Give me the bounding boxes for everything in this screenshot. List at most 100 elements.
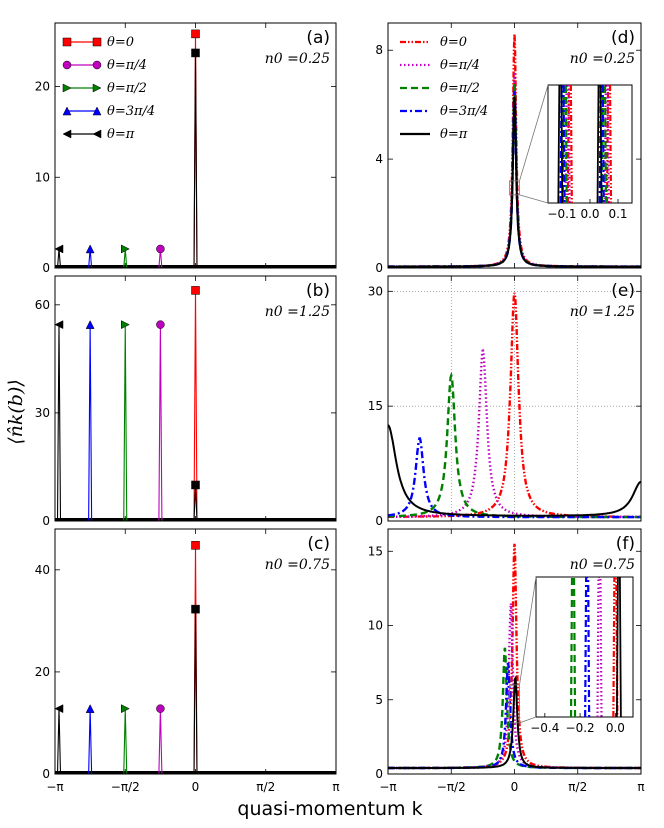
inset-curve-2 [561,85,568,203]
series-line-2 [123,708,128,774]
inset-x-tick-label: −0.4 [530,721,559,735]
inset-curve-3 [584,577,591,717]
legend-marker [92,83,102,93]
y-tick-label: 15 [368,399,383,413]
panel-label: (a) [306,28,330,48]
zoom-connector [519,194,549,204]
inset-x-tick-label: −0.1 [547,207,576,221]
legend-marker [92,37,102,47]
legend-marker [62,83,72,93]
inset-curve-4 [557,85,564,203]
legend-entry: θ=π/4 [107,58,147,73]
series-marker-2 [121,704,130,714]
inset-curve-4 [596,85,603,203]
x-tick-label: 0 [511,780,519,794]
series-marker-1 [156,244,165,254]
x-axis-label: quasi-momentum k [237,798,422,820]
legend-marker [92,60,102,70]
series-marker-2 [121,244,130,254]
series-line-secondary [193,52,198,268]
x-tick-label: π/2 [256,780,275,794]
legend-entry: θ=0 [440,35,467,50]
legend: θ=0 θ=π/4 θ=π/2 θ=3π/4 θ=π [400,35,488,142]
series-marker-0 [191,286,200,295]
series-marker-3 [85,704,95,713]
zoom-connector [519,84,549,182]
panel-label: (b) [306,281,330,301]
x-tick-label: π/2 [568,780,587,794]
legend-entry: θ=0 [107,35,134,50]
series-line-4 [56,324,62,521]
series-marker-2 [121,320,130,330]
y-tick-label: 20 [35,80,50,94]
y-tick-label: 0 [42,261,50,275]
plot-area-c [55,541,336,774]
series-curve-4 [388,96,641,268]
panel-f: −π −π/2 0 π/2 π 0 5 10 15 (f) n0 =0.75 −0.4 −0.2 0.0 [368,528,645,794]
legend-marker [62,60,72,70]
panel-c: −π −π/2 0 π/2 π 0 20 40 (c) n0 =0.75 [35,528,340,794]
inset-f: −0.4 −0.2 0.0 [530,576,634,735]
x-tick-label: −π [379,780,396,794]
legend-marker [62,129,72,139]
series-marker-3 [85,320,95,329]
series-marker-0 [191,29,200,39]
x-tick-label: −π/2 [111,780,140,794]
panel-label: (c) [307,534,330,554]
plot-area-b [55,286,336,521]
x-tick-label: π [637,780,644,794]
n0-label: n0 =0.25 [570,51,635,67]
legend-entry: θ=π/2 [107,81,147,96]
zoom-connector [519,576,537,685]
zoom-box [509,180,520,196]
series-marker-1 [156,320,165,329]
inset-curve-1 [596,577,603,717]
n0-label: n0 =1.25 [570,304,635,320]
series-line-3 [88,324,93,521]
legend-entry: θ=3π/4 [107,104,155,119]
panel-a: 0 10 20 (a) n0 =0.25 θ=0 θ=π/4 θ=π/2 θ=3π/4 θ=π [35,22,337,275]
series-marker-1 [156,704,165,713]
plot-area-d [388,33,641,268]
plot-area-f [388,543,641,770]
series-line-1 [158,324,163,521]
x-tick-label: π [332,780,339,794]
inset-x-tick-label: −0.2 [566,721,595,735]
series-line-4 [56,708,62,774]
legend-entry: θ=3π/4 [440,104,488,119]
y-tick-label: 60 [35,298,50,312]
n0-label: n0 =1.25 [265,304,330,320]
legend-entry: θ=π/4 [440,58,480,73]
panel-b: 0 30 60 (b) n0 =1.25 [35,275,337,528]
inset-curve-2 [600,85,608,203]
y-axis-label: ⟨n̂k(b)⟩ [5,379,27,445]
inset-d: −0.1 0.0 0.1 [547,84,633,221]
series-marker-secondary [191,480,200,490]
y-tick-label: 10 [368,619,383,633]
y-tick-label: 30 [368,284,383,298]
n0-label: n0 =0.75 [265,557,330,573]
series-curve-4 [388,424,641,517]
x-tick-label: 0 [192,780,200,794]
y-tick-label: 8 [375,43,383,57]
panel-label: (f) [616,534,635,554]
y-tick-label: 40 [35,563,50,577]
series-marker-4 [55,704,64,714]
panel-label: (e) [611,281,635,301]
y-tick-label: 0 [375,514,383,528]
series-marker-3 [85,244,95,254]
legend-marker [62,106,72,116]
inset-x-tick-label: 0.1 [608,207,627,221]
legend-entry: θ=π/2 [440,81,480,96]
y-tick-label: 0 [42,767,50,781]
inset-x-tick-label: 0.0 [580,207,599,221]
panel-label: (d) [611,28,635,48]
y-tick-label: 0 [375,767,383,781]
y-tick-label: 30 [35,406,50,420]
legend-marker [92,129,102,139]
y-tick-label: 20 [35,665,50,679]
inset-curve-4 [615,577,622,717]
series-marker-4 [55,244,64,254]
series-marker-0 [191,541,200,550]
